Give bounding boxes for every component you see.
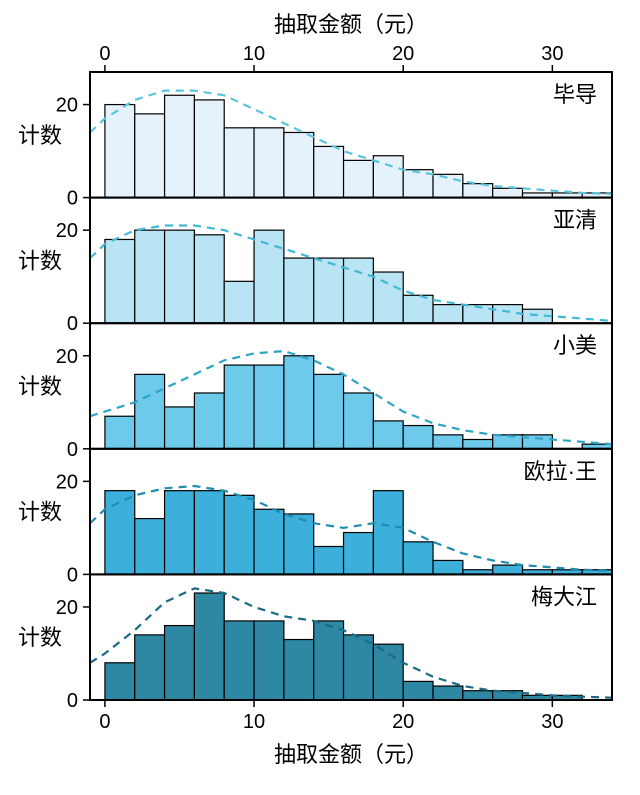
bar [224, 128, 254, 198]
bar [284, 132, 314, 197]
x-tick-label-bottom: 0 [99, 711, 110, 733]
bar [373, 644, 403, 700]
bar [224, 621, 254, 700]
bar [344, 635, 374, 700]
bar [463, 691, 493, 700]
y-tick-label: 20 [56, 220, 78, 242]
y-tick-label: 0 [67, 188, 78, 210]
bar [284, 640, 314, 700]
bar [463, 439, 493, 448]
bar [224, 281, 254, 323]
histogram-panel-chart: 抽取金额（元）0102030020计数毕导020计数亚清020计数小美020计数… [0, 0, 640, 795]
y-axis-label: 计数 [18, 123, 62, 148]
x-tick-label-top: 0 [99, 43, 110, 65]
bar [314, 374, 344, 448]
bar [105, 239, 135, 323]
bar [135, 374, 165, 448]
bar [165, 626, 195, 700]
bar [433, 686, 463, 700]
bar [493, 188, 523, 197]
panel-0: 0 20 计数 毕导 [18, 72, 612, 210]
bar [105, 416, 135, 449]
bar [344, 393, 374, 449]
bar [135, 635, 165, 700]
x-tick-label-top: 30 [541, 43, 563, 65]
bar [105, 663, 135, 700]
y-axis-label: 计数 [18, 248, 62, 273]
bar [373, 421, 403, 449]
bar [284, 514, 314, 574]
bar [403, 295, 433, 323]
bar [254, 128, 284, 198]
x-axis-label-top: 抽取金额（元） [274, 12, 428, 37]
panel-name: 亚清 [553, 208, 597, 233]
bar [194, 491, 224, 575]
bar [314, 621, 344, 700]
bar [314, 546, 344, 574]
bar [433, 174, 463, 197]
bar [194, 393, 224, 449]
y-tick-label: 20 [56, 597, 78, 619]
panel-name: 毕导 [553, 82, 597, 107]
bar [314, 146, 344, 197]
y-axis-label: 计数 [18, 500, 62, 525]
bar [165, 230, 195, 323]
bar [135, 519, 165, 575]
bar [254, 365, 284, 449]
panel-name: 梅大江 [531, 584, 597, 609]
x-tick-label-top: 20 [392, 43, 414, 65]
bar [105, 105, 135, 198]
y-tick-label: 0 [67, 690, 78, 712]
bar [165, 407, 195, 449]
x-tick-label-top: 10 [243, 43, 265, 65]
y-tick-label: 0 [67, 313, 78, 335]
bar [165, 95, 195, 197]
bar [194, 235, 224, 323]
bar [344, 533, 374, 575]
bar [254, 230, 284, 323]
bar [135, 114, 165, 198]
bar [403, 681, 433, 700]
bar [284, 258, 314, 323]
y-tick-label: 20 [56, 346, 78, 368]
bar [224, 495, 254, 574]
bar [224, 365, 254, 449]
bar [165, 491, 195, 575]
y-axis-label: 计数 [18, 374, 62, 399]
bar [373, 272, 403, 323]
bar [135, 230, 165, 323]
y-tick-label: 20 [56, 471, 78, 493]
bar [344, 160, 374, 197]
bar [373, 491, 403, 575]
x-tick-label-bottom: 20 [392, 711, 414, 733]
bar [493, 565, 523, 574]
y-axis-label: 计数 [18, 625, 62, 650]
x-tick-label-bottom: 10 [243, 711, 265, 733]
bar [284, 356, 314, 449]
bar [433, 560, 463, 574]
bar [254, 621, 284, 700]
bar [403, 426, 433, 449]
panel-name: 小美 [553, 333, 597, 358]
y-tick-label: 20 [56, 95, 78, 117]
bar [254, 509, 284, 574]
bar [433, 435, 463, 449]
y-tick-label: 0 [67, 439, 78, 461]
chart-svg: 抽取金额（元）0102030020计数毕导020计数亚清020计数小美020计数… [0, 0, 640, 795]
x-tick-label-bottom: 30 [541, 711, 563, 733]
bar [105, 491, 135, 575]
panel-4: 0 20 计数 梅大江 [18, 574, 612, 712]
bar [194, 100, 224, 198]
panel-name: 欧拉·王 [524, 459, 597, 484]
bar [433, 305, 463, 324]
bar [403, 542, 433, 575]
panel-3: 0 20 计数 欧拉·王 [18, 449, 612, 587]
bar [314, 258, 344, 323]
panel-1: 0 20 计数 亚清 [18, 198, 612, 336]
y-tick-label: 0 [67, 564, 78, 586]
panel-2: 0 20 计数 小美 [18, 323, 612, 461]
bar [194, 593, 224, 700]
x-axis-label-bottom: 抽取金额（元） [274, 742, 428, 767]
